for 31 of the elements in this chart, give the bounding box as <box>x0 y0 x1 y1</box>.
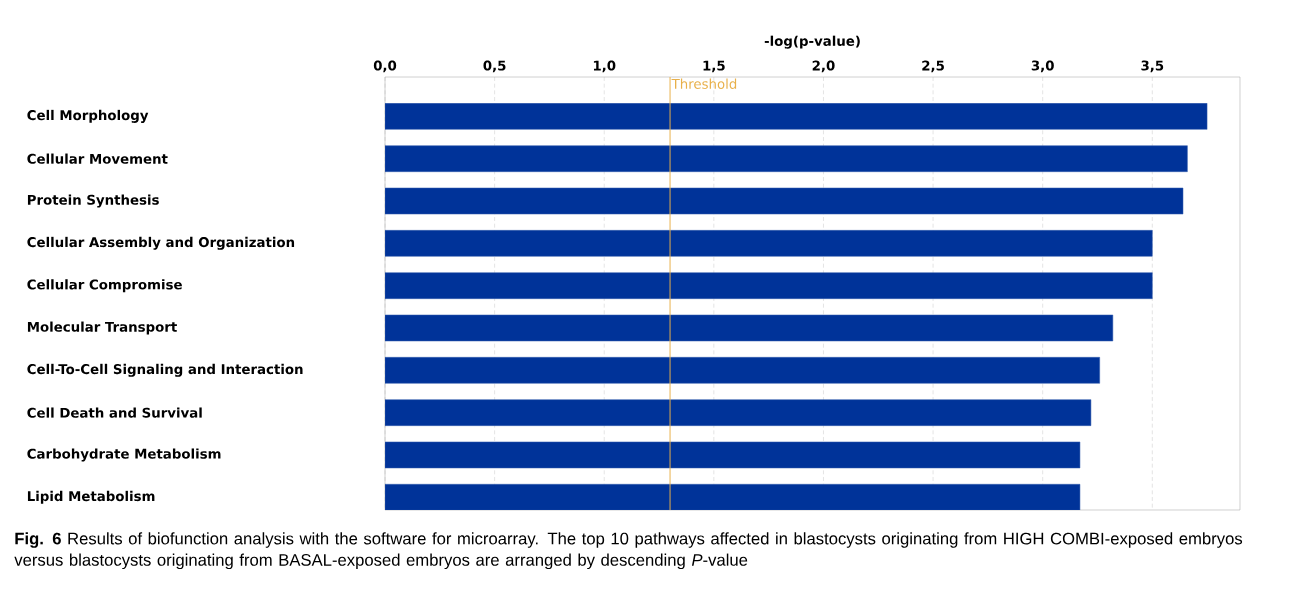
bar <box>385 145 1188 172</box>
y-tick-label: Cellular Compromise <box>27 279 182 293</box>
y-tick-label: Cellular Assembly and Organization <box>27 236 295 250</box>
y-tick-label: Carbohydrate Metabolism <box>27 448 221 462</box>
x-tick-label: 2,0 <box>812 60 835 73</box>
text: Fig. 6 Results of biofunction analysis with the software for microarray. The top 10 pathways affected in blastocysts originating from HIGH COMBI-exposed embryos versus blastocysts originating from BASAL-exposed embryos are arranged by descending P-value <box>14 532 1243 570</box>
bar <box>385 230 1153 257</box>
bar <box>385 357 1100 384</box>
bar <box>385 314 1114 342</box>
x-axis-title: -log(p-value) <box>764 35 860 49</box>
bar <box>385 484 1081 510</box>
y-tick-label: Cell Death and Survival <box>27 407 202 418</box>
y-tick-label: Cell-To-Cell Signaling and Interaction <box>27 363 303 377</box>
x-tick-label: 1,0 <box>593 60 616 73</box>
x-tick-label: 3,5 <box>1141 60 1164 73</box>
x-tick-label: 1,5 <box>703 60 725 73</box>
bar <box>385 272 1153 299</box>
y-tick-label: Cell Morphology <box>27 109 149 123</box>
y-tick-label: Molecular Transport <box>27 321 177 335</box>
y-tick-label: Protein Synthesis <box>27 194 159 208</box>
bar <box>385 103 1208 130</box>
x-tick-label: 0,5 <box>483 60 506 73</box>
bar <box>385 441 1081 469</box>
bar <box>385 399 1092 426</box>
y-tick-label: Cellular Movement <box>27 153 168 164</box>
y-tick-label: Lipid Metabolism <box>27 490 155 504</box>
bar <box>385 187 1184 215</box>
ref-line-label: Threshold <box>671 78 737 89</box>
x-tick-label: 3,0 <box>1031 60 1054 73</box>
x-tick-label: 2,5 <box>922 60 944 73</box>
x-tick-label: 0,0 <box>373 60 397 73</box>
